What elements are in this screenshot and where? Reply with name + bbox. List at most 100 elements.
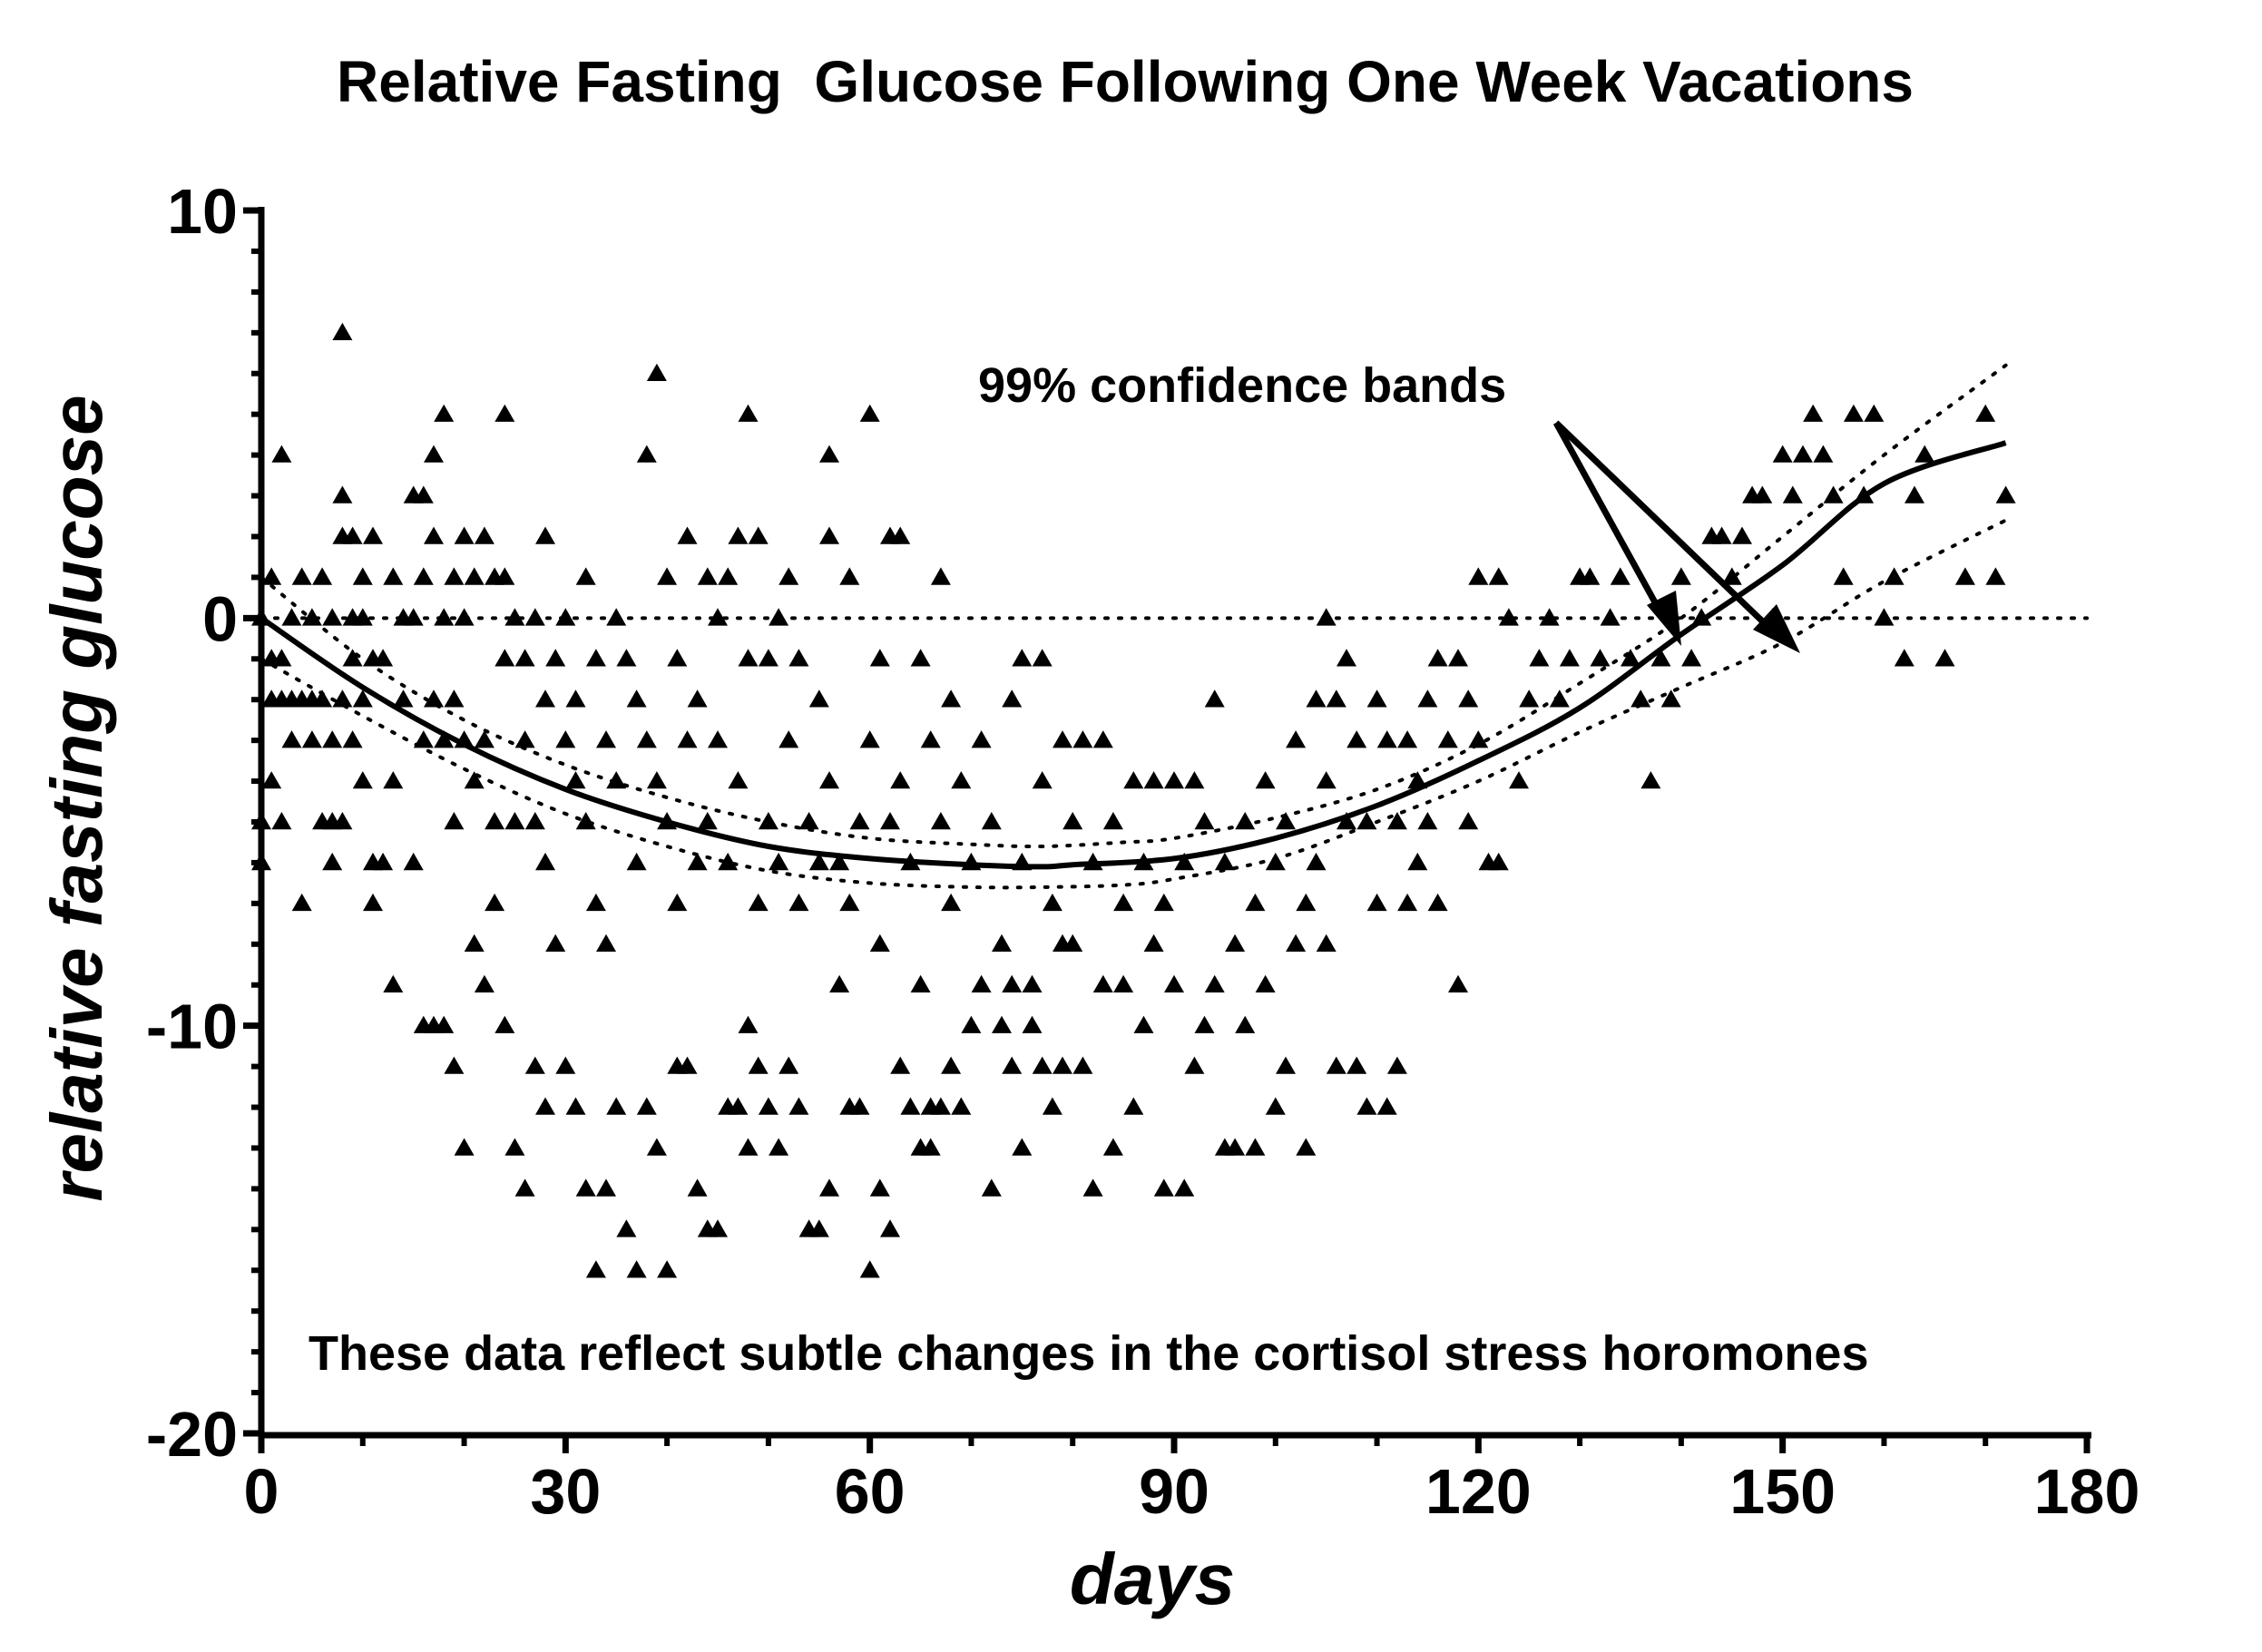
data-point (819, 771, 839, 789)
data-point (1711, 526, 1732, 544)
data-point (869, 1178, 890, 1197)
data-point (880, 1219, 900, 1237)
data-point (454, 526, 475, 544)
data-point (1194, 812, 1215, 830)
data-point (332, 485, 353, 503)
data-point (910, 974, 931, 992)
data-point (1072, 730, 1093, 748)
data-point (859, 404, 880, 422)
data-point (585, 1260, 606, 1278)
data-point (992, 934, 1012, 952)
data-point (454, 608, 475, 626)
data-point (626, 1260, 647, 1278)
data-point (657, 1260, 678, 1278)
confidence-bands-annotation: 99% confidence bands (978, 358, 1800, 653)
data-point (291, 567, 312, 585)
data-point (1123, 1097, 1144, 1115)
confidence-bands-label: 99% confidence bands (978, 358, 1506, 413)
data-point (769, 852, 789, 871)
data-point (1184, 771, 1205, 789)
x-tick-label: 180 (2034, 1456, 2140, 1527)
data-point (1498, 608, 1519, 626)
data-point (1346, 1056, 1367, 1074)
data-point (1235, 1015, 1256, 1033)
data-point (545, 934, 566, 952)
data-point (464, 771, 485, 789)
data-point (687, 852, 708, 871)
x-tick-label: 150 (1729, 1456, 1836, 1527)
data-point (1366, 893, 1387, 912)
data-point (769, 1138, 789, 1156)
data-point (890, 526, 911, 544)
data-point (1995, 485, 2016, 503)
data-point (271, 445, 292, 463)
data-point (1386, 812, 1407, 830)
y-axis: 10 0 -10 -20 (146, 176, 265, 1470)
data-point (1590, 649, 1611, 667)
data-point (1153, 893, 1174, 912)
data-point (708, 1219, 728, 1237)
data-point (596, 1178, 616, 1197)
data-point (1082, 1178, 1103, 1197)
data-point (1468, 567, 1489, 585)
data-point (728, 771, 749, 789)
data-point (535, 1097, 555, 1115)
data-point (718, 852, 739, 871)
data-point (332, 322, 353, 340)
data-point (575, 812, 596, 830)
data-point (1042, 893, 1062, 912)
data-point (1306, 689, 1327, 708)
data-point (606, 1097, 627, 1115)
data-point (1985, 567, 2006, 585)
y-tick-label: -10 (146, 992, 238, 1062)
data-point (1397, 893, 1418, 912)
data-point (798, 812, 819, 830)
data-point (728, 526, 749, 544)
data-point (1143, 934, 1164, 952)
data-point (1468, 730, 1489, 748)
data-point (667, 893, 688, 912)
data-point (758, 649, 778, 667)
data-point (1042, 1097, 1062, 1115)
data-point (1164, 974, 1184, 992)
data-point (1427, 649, 1448, 667)
data-point (1346, 730, 1367, 748)
data-point (1337, 812, 1356, 830)
data-point (636, 445, 657, 463)
data-point (1905, 485, 1924, 503)
data-point (930, 1097, 951, 1115)
data-point (413, 730, 434, 748)
data-point (393, 689, 414, 708)
x-axis-title: days (1070, 1539, 1235, 1619)
data-point (1235, 812, 1256, 830)
data-point (495, 1015, 515, 1033)
data-point (1813, 445, 1834, 463)
data-point (1286, 730, 1307, 748)
data-point (596, 730, 616, 748)
data-point (951, 771, 972, 789)
data-point (575, 567, 596, 585)
data-point (941, 1056, 962, 1074)
data-point (1002, 1056, 1023, 1074)
data-point (971, 974, 992, 992)
data-point (1022, 1015, 1043, 1033)
data-point (616, 1219, 637, 1237)
data-point (1214, 852, 1235, 871)
data-point (524, 608, 545, 626)
data-point (930, 812, 951, 830)
data-point (1621, 649, 1640, 667)
data-point (352, 689, 373, 708)
data-point (1954, 567, 1975, 585)
data-point (535, 852, 555, 871)
data-point (555, 730, 576, 748)
data-point (1539, 608, 1560, 626)
plot-area (251, 322, 2089, 1278)
data-point (342, 649, 363, 667)
data-point (1458, 689, 1479, 708)
data-point (626, 852, 647, 871)
data-point (758, 1097, 778, 1115)
data-point (748, 526, 769, 544)
data-point (1894, 649, 1914, 667)
data-point (1296, 1138, 1317, 1156)
data-point (1153, 1178, 1174, 1197)
